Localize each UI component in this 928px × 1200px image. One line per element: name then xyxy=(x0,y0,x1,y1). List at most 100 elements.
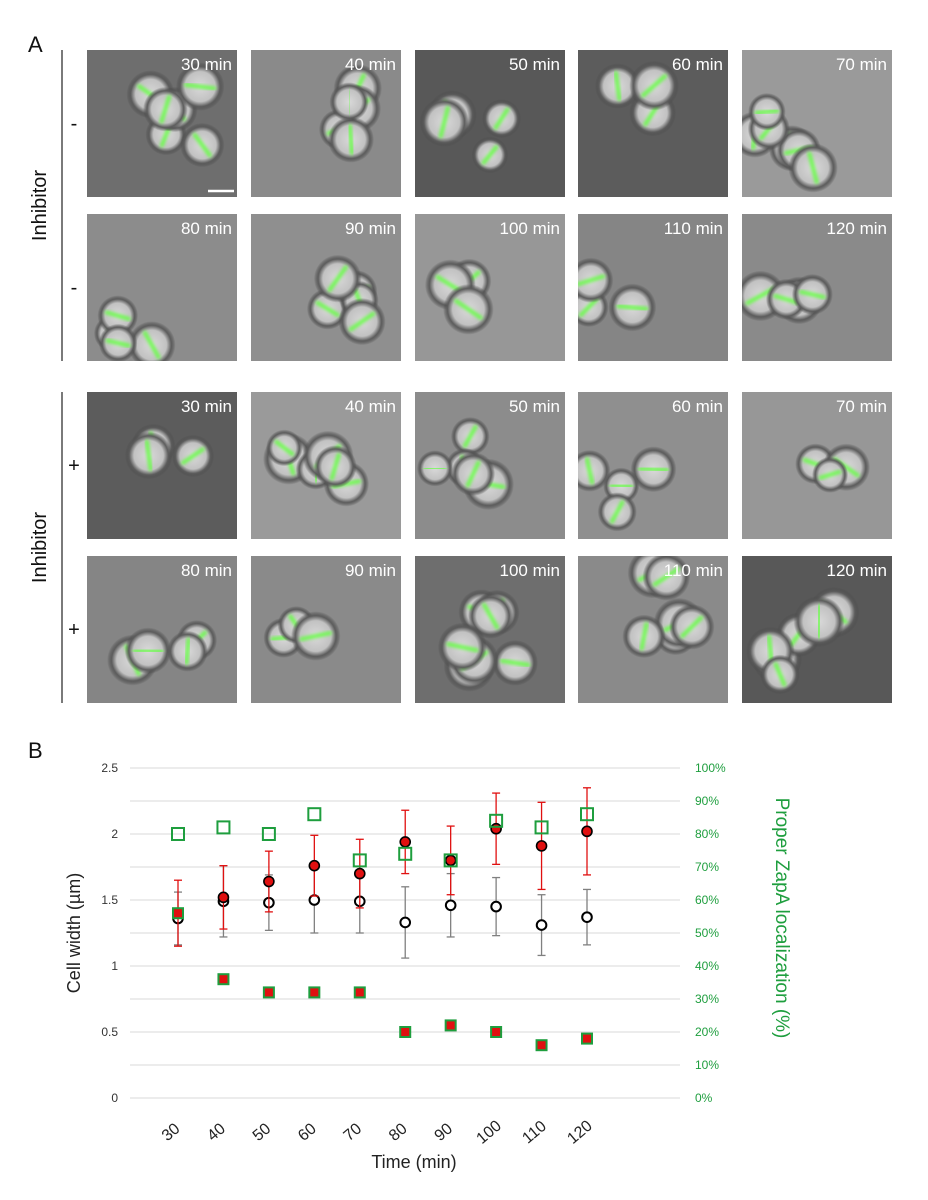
timepoint-label: 120 min xyxy=(827,219,887,238)
data-point xyxy=(582,1034,592,1044)
inhibitor-sign: - xyxy=(71,113,78,135)
data-point xyxy=(491,902,501,912)
micrograph-tile: 90 min xyxy=(251,556,401,703)
data-point xyxy=(218,974,228,984)
micrograph-tile: 30 min xyxy=(87,392,237,539)
micrograph-tile: 90 min xyxy=(251,214,401,361)
chart-marks xyxy=(172,788,593,1050)
y-tick-label: 2 xyxy=(111,827,118,841)
timepoint-label: 100 min xyxy=(500,561,560,580)
y-tick-label: 2.5 xyxy=(101,761,118,775)
y2-tick-label: 40% xyxy=(695,959,719,973)
y2-tick-label: 70% xyxy=(695,860,719,874)
data-point xyxy=(446,1020,456,1030)
series-open-square xyxy=(172,808,593,866)
y2-tick-label: 100% xyxy=(695,761,726,775)
y2-tick-label: 0% xyxy=(695,1091,713,1105)
panel-a-label: A xyxy=(28,32,43,57)
inhibitor-sign: + xyxy=(68,619,80,641)
panel-b-label: B xyxy=(28,738,43,763)
micrograph-grid: 30 min 40 min 50 min 60 min 70 min80 min 90 m… xyxy=(87,50,892,703)
data-point xyxy=(400,837,410,847)
data-point xyxy=(264,987,274,997)
data-point xyxy=(400,918,410,928)
y2-tick-label: 80% xyxy=(695,827,719,841)
inhibitor-side-label: Inhibitor xyxy=(29,512,51,583)
y2-tick-label: 90% xyxy=(695,794,719,808)
zapa-signal xyxy=(640,469,666,470)
zapa-signal xyxy=(350,126,352,153)
micrograph-tile: 70 min xyxy=(732,50,892,197)
timepoint-label: 50 min xyxy=(509,397,560,416)
timepoint-label: 60 min xyxy=(672,397,723,416)
micrograph-tile: 80 min xyxy=(87,556,237,703)
timepoint-label: 100 min xyxy=(500,219,560,238)
x-axis-label: Time (min) xyxy=(371,1152,456,1172)
micrograph-tile: 120 min xyxy=(742,556,892,703)
data-point xyxy=(218,892,228,902)
x-tick-label: 60 xyxy=(295,1120,320,1145)
zapa-signal xyxy=(186,640,188,663)
data-point xyxy=(446,900,456,910)
x-tick-label: 80 xyxy=(386,1120,411,1145)
y2-tick-label: 20% xyxy=(695,1025,719,1039)
timepoint-label: 60 min xyxy=(672,55,723,74)
series-filled-square xyxy=(173,908,592,1050)
data-point xyxy=(537,920,547,930)
micrograph-tile: 110 min xyxy=(578,548,728,703)
timepoint-label: 80 min xyxy=(181,561,232,580)
inhibitor-sign: - xyxy=(71,277,78,299)
timepoint-label: 110 min xyxy=(664,561,723,580)
data-point xyxy=(355,987,365,997)
data-point xyxy=(355,869,365,879)
micrograph-tile: 80 min xyxy=(87,214,237,369)
timepoint-label: 40 min xyxy=(345,397,396,416)
cell-width-chart: 0 0.5 1 1.5 2 2.5 0% 10% 20% 30% 40% 50% 60% 70% 80% 9… xyxy=(64,761,792,1172)
micrograph-tile: 60 min xyxy=(578,50,728,197)
timepoint-label: 70 min xyxy=(836,55,887,74)
data-point xyxy=(582,912,592,922)
data-point xyxy=(264,877,274,887)
data-point xyxy=(491,1027,501,1037)
data-point xyxy=(491,824,501,834)
x-tick-label: 120 xyxy=(564,1117,595,1147)
y-tick-label: 0.5 xyxy=(101,1025,118,1039)
micrograph-tile: 70 min xyxy=(742,392,892,539)
data-point xyxy=(400,1027,410,1037)
micrograph-tile: 40 min xyxy=(251,50,401,197)
data-point xyxy=(309,987,319,997)
y-tick-label: 0 xyxy=(111,1091,118,1105)
y2-tick-label: 10% xyxy=(695,1058,719,1072)
micrograph-tile: 120 min xyxy=(735,214,892,361)
y2-tick-label: 60% xyxy=(695,893,719,907)
micrograph-tile: 50 min xyxy=(415,50,565,197)
y-tick-label: 1.5 xyxy=(101,893,118,907)
x-tick-label: 70 xyxy=(341,1120,366,1145)
x-tick-label: 50 xyxy=(250,1120,275,1145)
data-point xyxy=(308,808,320,820)
micrograph-tile: 40 min xyxy=(251,392,401,539)
zapa-signal xyxy=(819,606,820,636)
timepoint-label: 120 min xyxy=(827,561,887,580)
right-axis-ticks: 0% 10% 20% 30% 40% 50% 60% 70% 80% 90% 100% xyxy=(695,761,726,1105)
inhibitor-side-label: Inhibitor xyxy=(29,170,51,241)
x-tick-label: 30 xyxy=(159,1120,184,1145)
y-axis-label: Cell width (µm) xyxy=(64,873,84,993)
series-open-circle xyxy=(173,866,592,958)
data-point xyxy=(582,826,592,836)
data-point xyxy=(309,861,319,871)
inhibitor-sign: + xyxy=(68,455,80,477)
y-tick-label: 1 xyxy=(111,959,118,973)
data-point xyxy=(173,908,183,918)
zapa-signal xyxy=(611,485,631,486)
timepoint-label: 70 min xyxy=(836,397,887,416)
micrograph-tile: 60 min xyxy=(569,392,728,539)
micrograph-tile: 30 min xyxy=(87,50,237,197)
timepoint-label: 30 min xyxy=(181,55,232,74)
y2-tick-label: 30% xyxy=(695,992,719,1006)
x-tick-label: 90 xyxy=(431,1120,456,1145)
timepoint-label: 30 min xyxy=(181,397,232,416)
y2-tick-label: 50% xyxy=(695,926,719,940)
data-point xyxy=(537,1040,547,1050)
